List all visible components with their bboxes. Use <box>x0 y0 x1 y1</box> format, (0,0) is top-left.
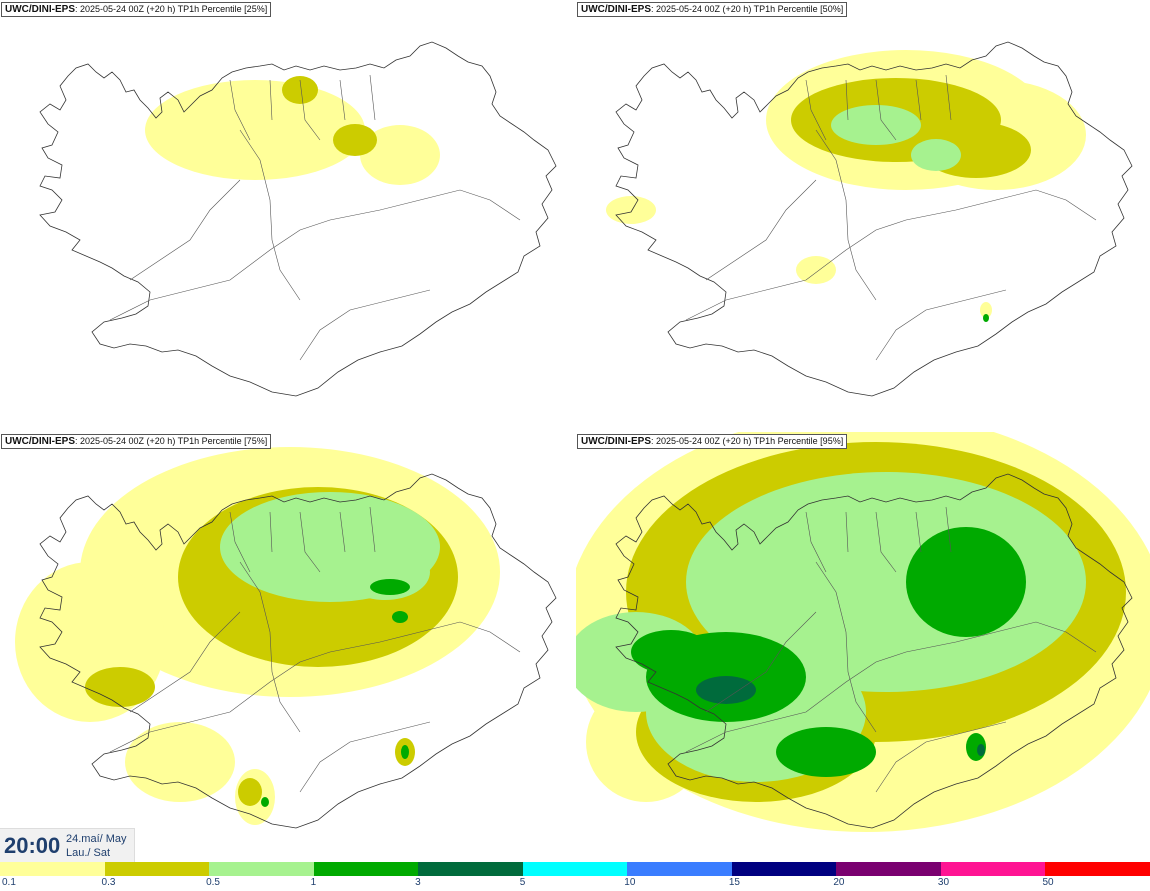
precip-area <box>980 302 992 318</box>
color-legend: 0.1 0.3 0.5 1 3 5 10 15 20 30 50 <box>0 862 1150 891</box>
legend-swatch <box>627 862 733 876</box>
precip-area <box>282 76 318 104</box>
precip-area <box>776 727 876 777</box>
legend-swatch <box>522 862 628 876</box>
valid-date-line2: Lau./ Sat <box>66 847 111 859</box>
legend-swatch <box>731 862 837 876</box>
map-panel-p75: UWC/DINI-EPS: 2025-05-24 00Z (+20 h) TP1… <box>0 432 575 863</box>
precip-band <box>145 80 440 185</box>
precip-area <box>261 797 269 807</box>
legend-label: 10 <box>624 877 636 888</box>
precip-map <box>15 447 557 829</box>
coastline <box>615 473 1133 829</box>
precip-area <box>686 472 1086 692</box>
precip-band <box>831 105 961 171</box>
precip-area <box>796 256 836 284</box>
valid-date: 24.maí/ May Lau./ Sat <box>66 832 127 860</box>
panel-title: UWC/DINI-EPS: 2025-05-24 00Z (+20 h) TP1… <box>577 2 848 17</box>
legend-swatch <box>313 862 419 876</box>
road-line <box>685 621 1097 753</box>
precip-area <box>360 125 440 185</box>
panel-title: UWC/DINI-EPS: 2025-05-24 00Z (+20 h) TP1… <box>1 2 272 17</box>
legend-swatch <box>940 862 1046 876</box>
coastline <box>615 41 1133 397</box>
road-line <box>129 611 241 713</box>
precip-area <box>983 314 989 322</box>
precip-area <box>606 196 656 224</box>
precip-band <box>261 579 410 807</box>
precip-area <box>145 80 365 180</box>
legend-swatch <box>836 862 942 876</box>
road-line <box>805 506 952 573</box>
legend-label: 0.3 <box>101 877 116 888</box>
road-line <box>805 74 952 141</box>
legend-label: 15 <box>728 877 740 888</box>
legend-label: 5 <box>519 877 526 888</box>
road-line <box>685 189 1097 321</box>
map-panel-p95: UWC/DINI-EPS: 2025-05-24 00Z (+20 h) TP1… <box>576 432 1150 863</box>
legend-swatch <box>209 862 315 876</box>
precip-band <box>983 314 989 322</box>
valid-time: 20:00 <box>4 833 61 858</box>
road-line <box>705 611 817 713</box>
legend-swatch <box>1045 862 1150 876</box>
road-line <box>109 189 521 321</box>
legend-label: 50 <box>1042 877 1054 888</box>
road-line <box>299 721 431 793</box>
legend-label: 0.1 <box>2 877 16 888</box>
precip-area <box>370 579 410 595</box>
panel-title: UWC/DINI-EPS: 2025-05-24 00Z (+20 h) TP1… <box>1 434 272 449</box>
coastline <box>39 473 557 829</box>
road-line <box>875 289 1007 361</box>
precip-area <box>401 745 409 759</box>
road-line <box>239 561 301 733</box>
precip-band <box>696 676 985 756</box>
road-line <box>815 561 877 733</box>
legend-label: 0.5 <box>206 877 220 888</box>
precip-area <box>696 676 756 704</box>
road-line <box>229 74 376 141</box>
precip-area <box>125 722 235 802</box>
legend-label: 20 <box>833 877 845 888</box>
road-line <box>705 179 817 281</box>
precip-map <box>606 41 1133 397</box>
precip-area <box>631 630 711 674</box>
precip-area <box>238 778 262 806</box>
precip-band <box>282 76 377 156</box>
legend-label: 30 <box>937 877 950 888</box>
panel-title: UWC/DINI-EPS: 2025-05-24 00Z (+20 h) TP1… <box>577 434 848 449</box>
road-line <box>109 621 521 753</box>
legend-swatch <box>104 862 210 876</box>
precip-area <box>333 124 377 156</box>
road-line <box>875 721 1007 793</box>
precip-map <box>39 41 557 397</box>
legend-label: 1 <box>310 877 317 888</box>
legend-swatch <box>0 862 106 876</box>
legend-label: 3 <box>415 877 421 888</box>
valid-time-box: 20:00 24.maí/ May Lau./ Sat <box>0 828 135 862</box>
road-line <box>815 129 877 301</box>
valid-date-line1: 24.maí/ May <box>66 833 127 845</box>
precip-area <box>85 667 155 707</box>
road-line <box>229 506 376 573</box>
precip-area <box>906 527 1026 637</box>
precip-area <box>977 744 985 756</box>
road-line <box>129 179 241 281</box>
road-line <box>299 289 431 361</box>
map-panel-p50: UWC/DINI-EPS: 2025-05-24 00Z (+20 h) TP1… <box>576 0 1150 431</box>
precip-area <box>831 105 921 145</box>
precip-map <box>576 432 1150 832</box>
road-line <box>239 129 301 301</box>
legend-swatch <box>418 862 524 876</box>
map-panel-p25: UWC/DINI-EPS: 2025-05-24 00Z (+20 h) TP1… <box>0 0 575 431</box>
precip-area <box>911 139 961 171</box>
precip-area <box>392 611 408 623</box>
precip-area <box>203 130 247 170</box>
coastline <box>39 41 557 397</box>
